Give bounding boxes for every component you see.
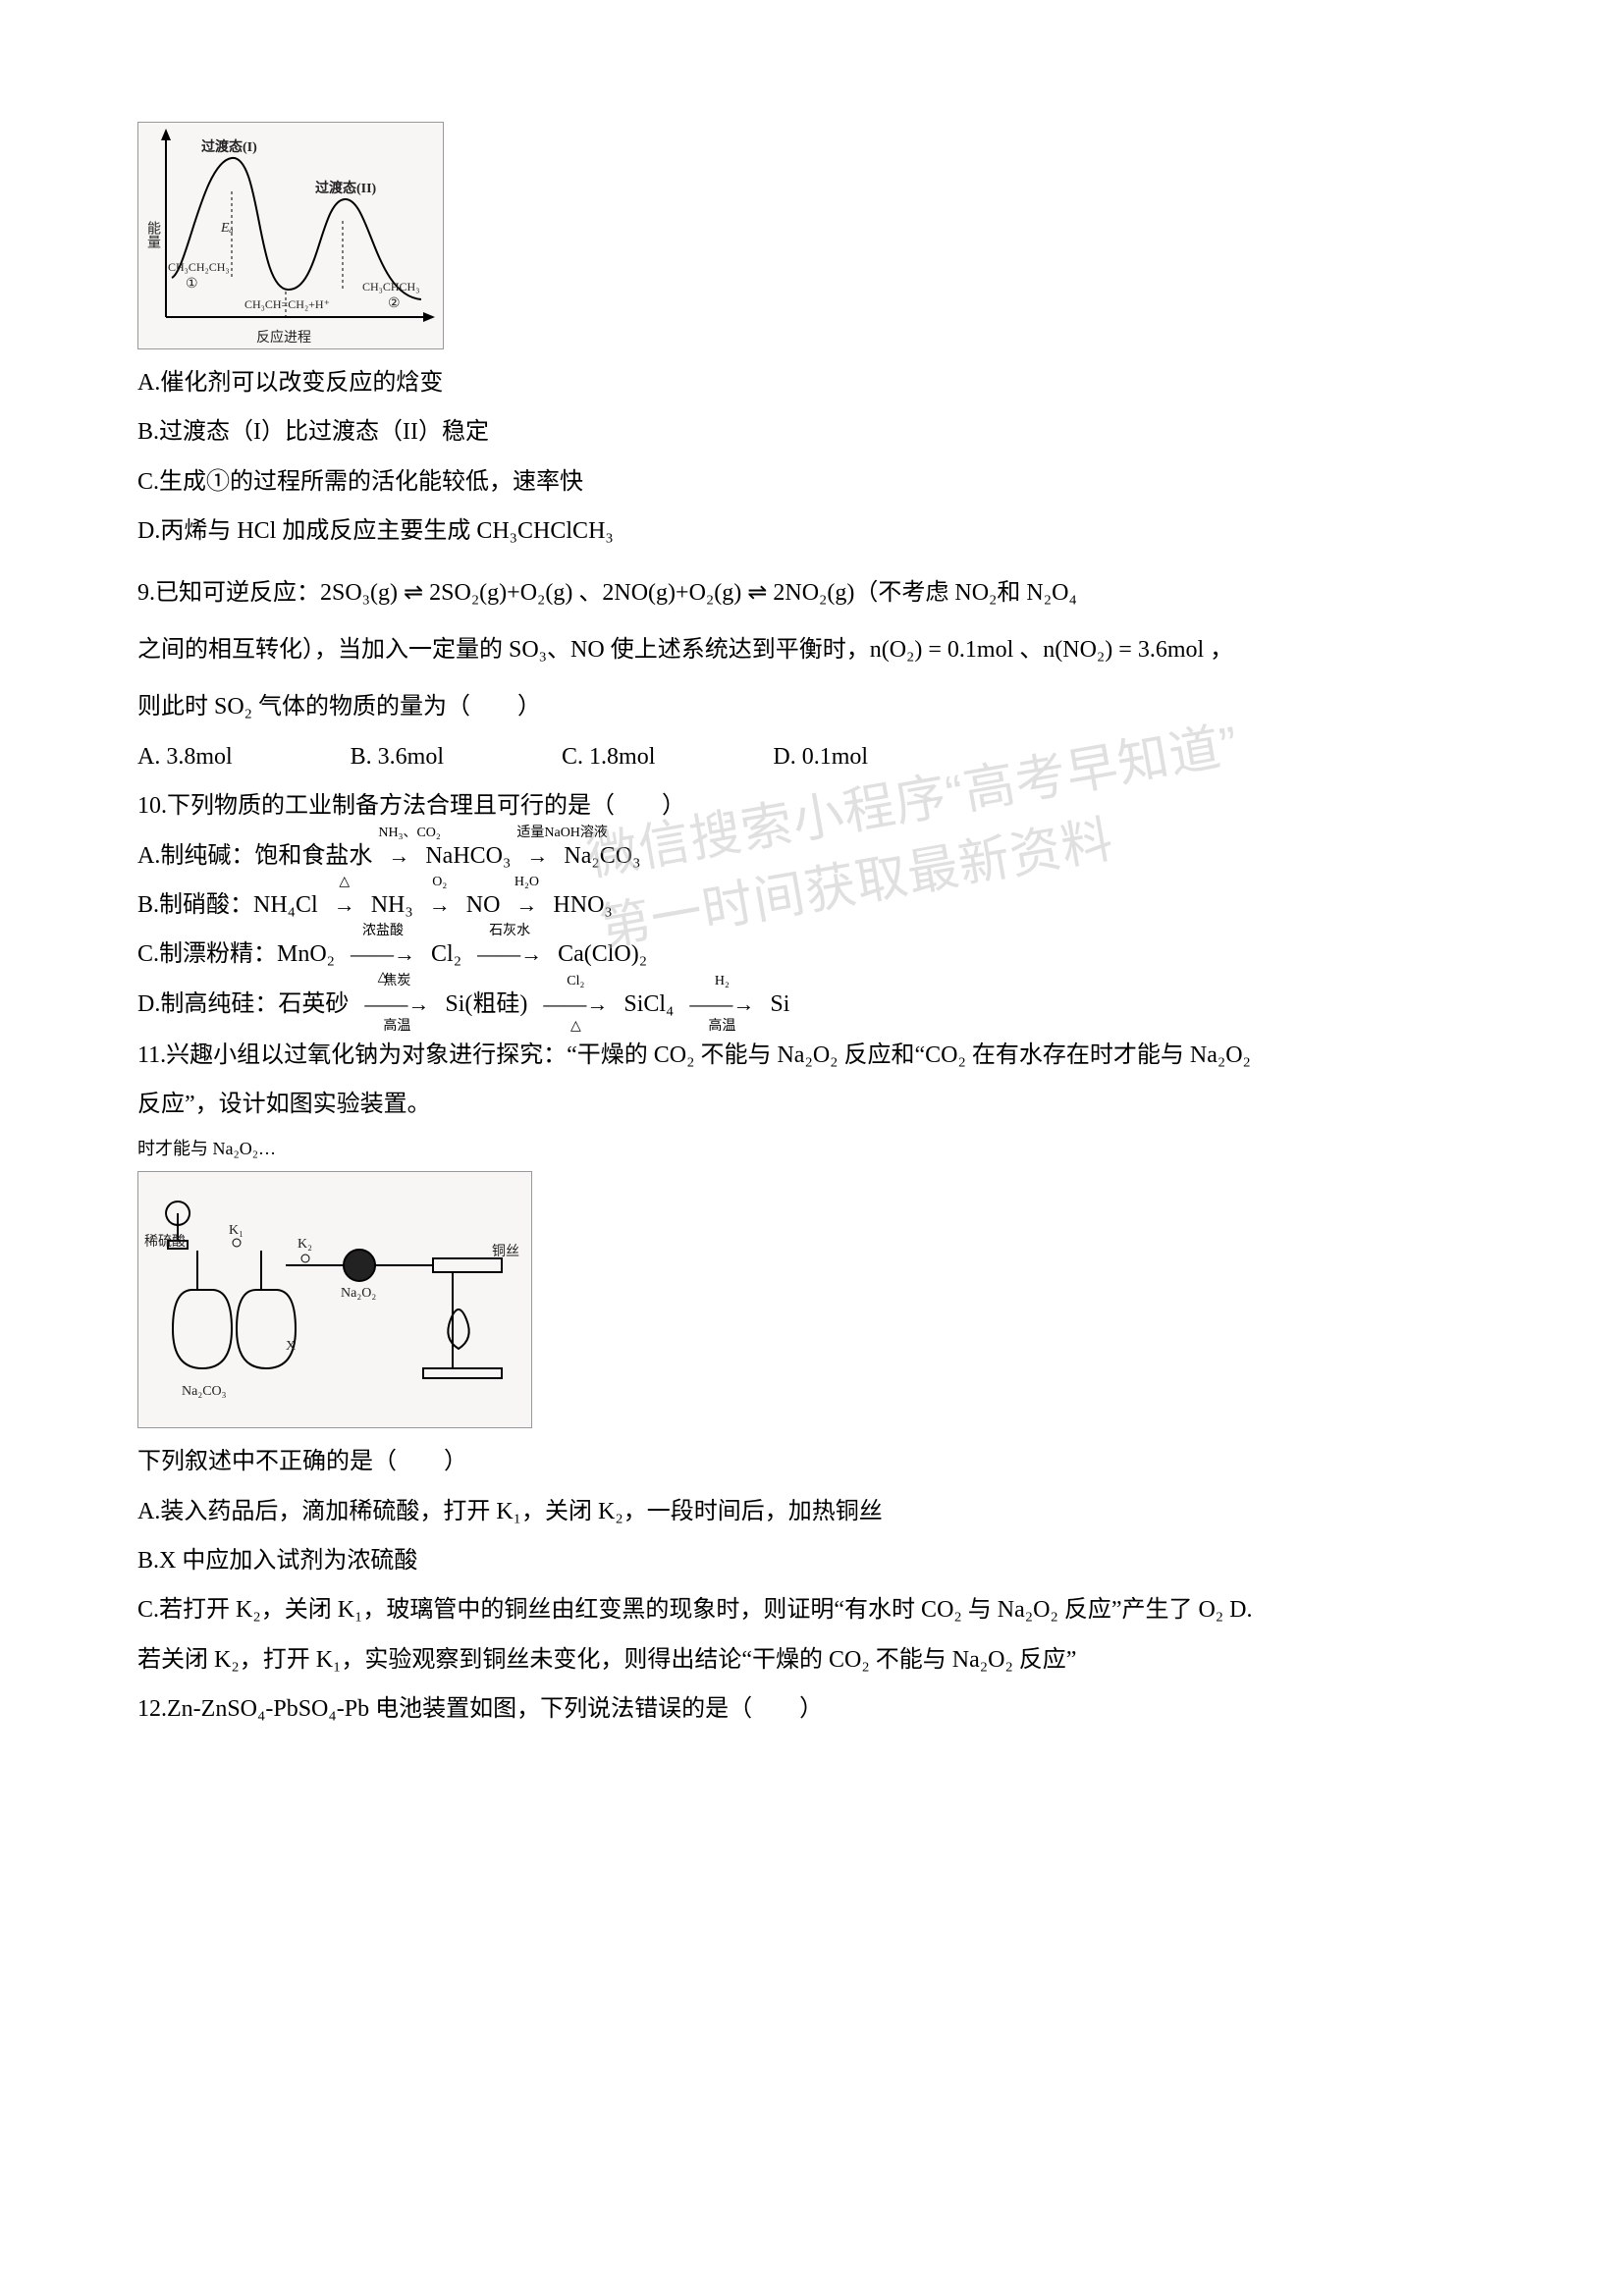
species-left-num: ① (186, 276, 198, 293)
q8-option-d: D.丙烯与 HCl 加成反应主要生成 CH₃CHClCH₃ (137, 509, 1487, 553)
q10-c-m1: Cl₂ (431, 941, 461, 967)
q9-options-row: A. 3.8mol B. 3.6mol C. 1.8mol D. 0.1mol (137, 735, 1487, 778)
q10-option-c: C.制漂粉精：MnO₂ 浓盐酸 ——→ △ Cl₂ 石灰水 ——→ Ca(ClO… (137, 933, 1487, 976)
q10-a-mid1: NaHCO₃ (425, 843, 511, 869)
q11-below: 下列叙述中不正确的是（ ） (137, 1440, 1487, 1483)
q10-stem: 10.下列物质的工业制备方法合理且可行的是（ ） (137, 784, 1487, 828)
q10-b-label: B.制硝酸：NH₄Cl (137, 892, 318, 918)
label-k2: K₂ (298, 1237, 312, 1253)
x-axis-label: 反应进程 (256, 327, 311, 347)
q10-a-arrow2-top: 适量NaOH溶液 (516, 821, 558, 846)
q10-d-arrow2: Cl₂ ——→ △ (533, 983, 618, 1026)
species-right-num: ② (388, 295, 401, 312)
species-right: CH₃CHCH₃ (362, 280, 419, 294)
q10-c-arrow1-top: 浓盐酸 (341, 919, 425, 944)
q10-d-arrow2-bot: △ (533, 1014, 618, 1040)
q10-b-m2: NO (466, 892, 501, 918)
label-x: X (286, 1339, 296, 1355)
apparatus-canvas: 稀硫酸 Na₂CO₃ X Na₂O₂ 铜丝 K₁ K₂ (137, 1171, 532, 1428)
q10-a-arrow1: NH₃、CO₂ → (378, 834, 419, 878)
q8-option-a: A.催化剂可以改变反应的焓变 (137, 361, 1487, 404)
q9-option-a: A. 3.8mol (137, 735, 233, 778)
species-left: CH₃CH₂CH₃ (168, 260, 230, 275)
q9-option-d: D. 0.1mol (773, 735, 868, 778)
q10-d-m1: Si(粗硅) (445, 991, 527, 1017)
q10-b-arrow3-top: H₂O (506, 870, 547, 895)
apparatus-diagram: 稀硫酸 Na₂CO₃ X Na₂O₂ 铜丝 K₁ K₂ (137, 1171, 1487, 1428)
q10-c-arrow2-top: 石灰水 (467, 919, 552, 944)
label-k1: K₁ (229, 1223, 244, 1239)
label-hsuan: 稀硫酸 (144, 1231, 186, 1251)
q11-caption: 时才能与 Na₂O₂… (137, 1133, 1487, 1165)
label-cu: 铜丝 (492, 1241, 519, 1260)
q12-stem: 12.Zn-ZnSO₄-PbSO₄-Pb 电池装置如图，下列说法错误的是（ ） (137, 1687, 1487, 1731)
species-mid: CH₃CH=CH₂+H⁺ (244, 297, 330, 312)
q9-stem-c: 则此时 SO₂ 气体的物质的量为（ ） (137, 685, 1487, 728)
q9-option-b: B. 3.6mol (351, 735, 444, 778)
q10-a-end: Na₂CO₃ (564, 843, 640, 869)
q10-d-arrow3: H₂ ——→ 高温 (679, 983, 764, 1026)
q10-d-arrow2-top: Cl₂ (533, 969, 618, 994)
q10-d-arrow1: 焦炭 ——→ 高温 (354, 983, 439, 1026)
energy-diagram-canvas: 能量 反应进程 过渡态(I) 过渡态(II) CH₃CH₂CH₃ ① CH₃CH… (137, 122, 444, 349)
q8-option-c: C.生成①的过程所需的活化能较低，速率快 (137, 460, 1487, 504)
q10-d-label: D.制高纯硅：石英砂 (137, 991, 349, 1017)
energy-diagram: 能量 反应进程 过渡态(I) 过渡态(II) CH₃CH₂CH₃ ① CH₃CH… (137, 122, 1487, 349)
peak2-label: 过渡态(II) (315, 178, 376, 197)
q10-c-label: C.制漂粉精：MnO₂ (137, 941, 335, 967)
q10-d-end: Si (770, 991, 789, 1017)
q11-stem-a: 11.兴趣小组以过氧化钠为对象进行探究：“干燥的 CO₂ 不能与 Na₂O₂ 反… (137, 1034, 1487, 1077)
q11-option-d: 若关闭 K₂，打开 K₁，实验观察到铜丝未变化，则得出结论“干燥的 CO₂ 不能… (137, 1638, 1487, 1682)
q10-b-m1: NH₃ (371, 892, 413, 918)
q11-stem-b: 反应”，设计如图实验装置。 (137, 1083, 1487, 1126)
q10-d-m2: SiCl₄ (623, 991, 674, 1017)
q11-option-a: A.装入药品后，滴加稀硫酸，打开 K₁，关闭 K₂，一段时间后，加热铜丝 (137, 1490, 1487, 1533)
label-na2o2: Na₂O₂ (341, 1286, 376, 1302)
q10-a-label: A.制纯碱：饱和食盐水 (137, 843, 372, 869)
q11-option-b: B.X 中应加入试剂为浓硫酸 (137, 1539, 1487, 1582)
q10-b-end: HNO₃ (553, 892, 612, 918)
q11-option-c: C.若打开 K₂，关闭 K₁，玻璃管中的铜丝由红变黑的现象时，则证明“有水时 C… (137, 1588, 1487, 1631)
label-na2co3: Na₂CO₃ (182, 1384, 227, 1400)
ea-label: Eₐ (221, 221, 234, 237)
q10-b-arrow2-top: O₂ (419, 870, 460, 895)
q10-d-arrow3-top: H₂ (679, 969, 764, 994)
q9-stem-b: 之间的相互转化），当加入一定量的 SO₃、NO 使上述系统达到平衡时，n(O₂)… (137, 628, 1487, 671)
q10-a-arrow1-top: NH₃、CO₂ (378, 821, 419, 846)
q10-d-arrow3-bot: 高温 (679, 1014, 764, 1040)
q9-option-c: C. 1.8mol (562, 735, 655, 778)
q10-c-end: Ca(ClO)₂ (558, 941, 647, 967)
q8-option-b: B.过渡态（I）比过渡态（II）稳定 (137, 410, 1487, 454)
q10-b-arrow2: O₂ → (419, 883, 460, 927)
q10-d-arrow1-bot: 高温 (354, 1014, 439, 1040)
energy-curve-svg (138, 123, 443, 348)
q10-b-arrow1-top: △ (324, 870, 365, 895)
peak1-label: 过渡态(I) (201, 136, 257, 156)
q10-d-arrow1-top: 焦炭 (354, 969, 439, 994)
q9-stem-a: 9.已知可逆反应：2SO₃(g) ⇌ 2SO₂(g)+O₂(g) 、2NO(g)… (137, 571, 1487, 614)
y-axis-label: 能量 (142, 221, 162, 248)
